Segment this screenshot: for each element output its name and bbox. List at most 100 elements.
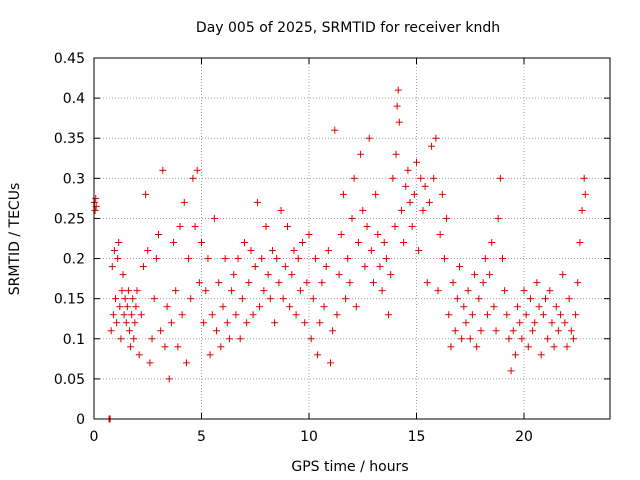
- data-point: [400, 239, 408, 247]
- data-point: [576, 239, 584, 247]
- data-point: [419, 206, 427, 214]
- data-point: [132, 303, 140, 311]
- y-tick-label: 0.05: [54, 372, 85, 388]
- data-point: [428, 142, 436, 150]
- data-point: [535, 303, 543, 311]
- data-point: [223, 319, 231, 327]
- data-point: [195, 279, 203, 287]
- data-point: [522, 311, 530, 319]
- data-point: [208, 311, 216, 319]
- data-point: [251, 263, 259, 271]
- data-point: [350, 174, 358, 182]
- data-point: [552, 303, 560, 311]
- data-point: [279, 295, 287, 303]
- data-point: [413, 158, 420, 166]
- data-point: [180, 198, 188, 206]
- data-point: [421, 182, 429, 190]
- data-point: [324, 247, 332, 255]
- data-point: [569, 335, 577, 343]
- data-point: [499, 255, 506, 263]
- data-point: [159, 166, 167, 174]
- data-point: [537, 351, 545, 359]
- data-point: [241, 239, 248, 247]
- data-point: [108, 263, 116, 271]
- data-point: [544, 335, 552, 343]
- data-point: [110, 247, 118, 255]
- data-point: [565, 295, 573, 303]
- data-point: [574, 279, 582, 287]
- data-point: [174, 343, 182, 351]
- data-point: [120, 311, 128, 319]
- data-point: [520, 287, 528, 295]
- data-point: [483, 311, 491, 319]
- data-point: [144, 247, 152, 255]
- data-point: [391, 222, 399, 230]
- data-point: [511, 351, 519, 359]
- data-point: [392, 150, 400, 158]
- data-point: [170, 239, 178, 247]
- data-point: [580, 174, 588, 182]
- data-point: [561, 319, 569, 327]
- data-point: [389, 174, 397, 182]
- data-point: [301, 319, 309, 327]
- data-point: [466, 335, 474, 343]
- data-points: [90, 86, 589, 423]
- data-point: [518, 335, 526, 343]
- data-point: [182, 359, 190, 367]
- data-point: [256, 303, 264, 311]
- data-point: [432, 134, 440, 142]
- y-tick-label: 0.1: [63, 332, 85, 348]
- data-point: [397, 206, 405, 214]
- data-point: [277, 206, 285, 214]
- data-point: [385, 311, 393, 319]
- data-point: [139, 263, 147, 271]
- y-tick-label: 0.3: [63, 171, 85, 187]
- data-point: [394, 86, 402, 94]
- y-tick-label: 0: [76, 412, 85, 428]
- data-point: [337, 230, 345, 238]
- data-point: [236, 335, 244, 343]
- data-point: [290, 247, 298, 255]
- data-point: [114, 255, 122, 263]
- data-point: [210, 214, 218, 222]
- data-point: [376, 263, 384, 271]
- data-point: [501, 287, 509, 295]
- data-point: [408, 222, 416, 230]
- data-point: [529, 327, 537, 335]
- data-point: [128, 311, 136, 319]
- data-point: [225, 335, 233, 343]
- data-point: [137, 311, 145, 319]
- y-tick-label: 0.45: [54, 51, 85, 67]
- data-point: [228, 287, 236, 295]
- data-point: [217, 343, 225, 351]
- data-point: [372, 190, 380, 198]
- data-point: [273, 255, 281, 263]
- data-point: [118, 287, 126, 295]
- x-axis-label: GPS time / hours: [291, 459, 408, 475]
- data-point: [436, 230, 444, 238]
- x-tick-label: 15: [408, 429, 426, 445]
- data-point: [127, 343, 135, 351]
- data-point: [142, 190, 150, 198]
- data-point: [516, 319, 524, 327]
- data-point: [133, 287, 141, 295]
- data-point: [307, 335, 315, 343]
- data-point: [460, 303, 468, 311]
- data-point: [539, 311, 547, 319]
- data-point: [281, 263, 289, 271]
- data-point: [462, 319, 470, 327]
- data-point: [430, 174, 438, 182]
- data-point: [449, 279, 457, 287]
- x-tick-label: 20: [515, 429, 533, 445]
- data-point: [243, 319, 251, 327]
- data-point: [346, 279, 354, 287]
- data-point: [148, 335, 156, 343]
- data-point: [206, 351, 214, 359]
- data-point: [333, 311, 341, 319]
- data-point: [359, 206, 367, 214]
- data-point: [318, 279, 326, 287]
- data-point: [370, 279, 377, 287]
- y-tick-label: 0.35: [54, 131, 85, 147]
- y-tick-label: 0.15: [54, 292, 85, 308]
- data-point: [115, 239, 123, 247]
